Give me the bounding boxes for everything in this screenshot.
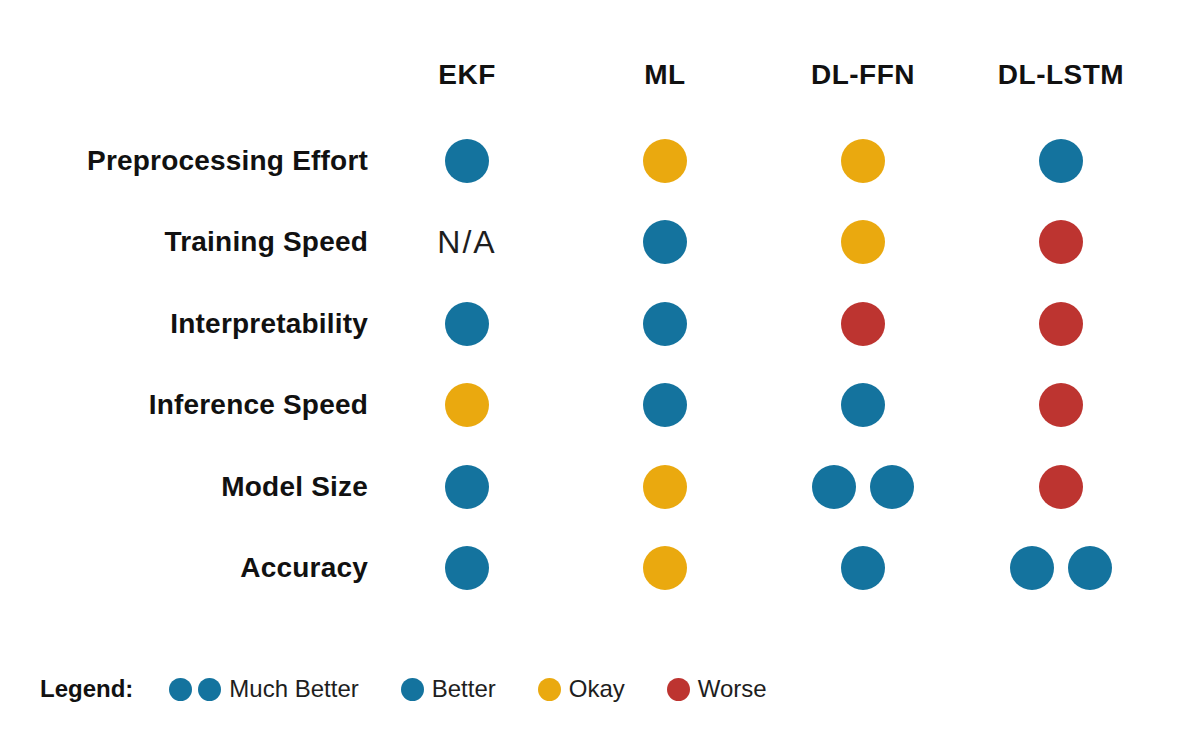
okay-dot-icon (538, 678, 561, 701)
rating-cell (368, 528, 566, 610)
rating-dot (870, 465, 914, 509)
rating-dot (812, 465, 856, 509)
rating-dot (169, 678, 192, 701)
row-label-accuracy: Accuracy (0, 552, 368, 584)
rating-dot (1039, 220, 1083, 264)
legend-item-label: Okay (569, 675, 625, 703)
legend-item-label: Better (432, 675, 496, 703)
legend-item-label: Much Better (229, 675, 358, 703)
rating-cell (962, 283, 1160, 365)
rating-dot (1010, 546, 1054, 590)
rating-cell (566, 528, 764, 610)
rating-cell (962, 528, 1160, 610)
rating-cell (566, 446, 764, 528)
rating-dot (198, 678, 221, 701)
much-better-dots-icon (169, 678, 221, 701)
better-dot-icon (401, 678, 424, 701)
rating-cell (962, 202, 1160, 284)
rating-dot (841, 220, 885, 264)
rating-dot (1039, 383, 1083, 427)
rating-dot (643, 139, 687, 183)
legend: Legend: Much Better Better Okay Worse (40, 664, 809, 714)
legend-item-worse: Worse (667, 675, 767, 703)
row-label-training-speed: Training Speed (0, 226, 368, 258)
rating-cell (962, 120, 1160, 202)
column-header-ekf: EKF (368, 59, 566, 91)
table-row: Preprocessing Effort (0, 120, 1160, 202)
rating-dot (401, 678, 424, 701)
na-text: N/A (368, 202, 566, 284)
rating-dot (841, 546, 885, 590)
worse-dot-icon (667, 678, 690, 701)
legend-title: Legend: (40, 675, 133, 703)
rating-cell (962, 365, 1160, 447)
rating-cell (566, 365, 764, 447)
rating-dot (1039, 465, 1083, 509)
legend-item-label: Worse (698, 675, 767, 703)
rating-dot (445, 139, 489, 183)
rating-dot (667, 678, 690, 701)
rating-dot (1068, 546, 1112, 590)
rating-dot (445, 302, 489, 346)
column-header-dl-ffn: DL-FFN (764, 59, 962, 91)
column-header-dl-lstm: DL-LSTM (962, 59, 1160, 91)
row-label-inference-speed: Inference Speed (0, 389, 368, 421)
rating-dot (841, 302, 885, 346)
rating-dot (643, 383, 687, 427)
column-headers: EKF ML DL-FFN DL-LSTM (0, 55, 1160, 95)
rating-dot (445, 383, 489, 427)
column-header-ml: ML (566, 59, 764, 91)
rating-cell (566, 283, 764, 365)
rating-dot (643, 465, 687, 509)
table-row: Training Speed N/A (0, 202, 1160, 284)
rating-dot (538, 678, 561, 701)
rating-cell (764, 120, 962, 202)
legend-item-better: Better (401, 675, 496, 703)
table-row: Inference Speed (0, 365, 1160, 447)
rating-dot (1039, 302, 1083, 346)
comparison-matrix-chart: EKF ML DL-FFN DL-LSTM Preprocessing Effo… (0, 0, 1200, 744)
rating-dot (643, 546, 687, 590)
rating-cell (962, 446, 1160, 528)
matrix-rows: Preprocessing Effort Training Speed N/A … (0, 120, 1160, 609)
rating-cell (764, 365, 962, 447)
rating-cell (566, 202, 764, 284)
rating-dot (643, 220, 687, 264)
rating-dot (445, 465, 489, 509)
rating-dot (643, 302, 687, 346)
rating-cell (764, 202, 962, 284)
table-row: Model Size (0, 446, 1160, 528)
rating-cell (368, 283, 566, 365)
rating-dot (841, 383, 885, 427)
rating-cell (566, 120, 764, 202)
table-row: Interpretability (0, 283, 1160, 365)
rating-dot (841, 139, 885, 183)
legend-item-okay: Okay (538, 675, 625, 703)
row-label-preprocessing-effort: Preprocessing Effort (0, 145, 368, 177)
table-row: Accuracy (0, 528, 1160, 610)
rating-dot (445, 546, 489, 590)
rating-dot (1039, 139, 1083, 183)
row-label-model-size: Model Size (0, 471, 368, 503)
rating-cell (764, 283, 962, 365)
row-label-interpretability: Interpretability (0, 308, 368, 340)
rating-cell (368, 446, 566, 528)
legend-item-much-better: Much Better (169, 675, 358, 703)
rating-cell (764, 528, 962, 610)
rating-cell (368, 365, 566, 447)
rating-cell (368, 120, 566, 202)
rating-cell (764, 446, 962, 528)
